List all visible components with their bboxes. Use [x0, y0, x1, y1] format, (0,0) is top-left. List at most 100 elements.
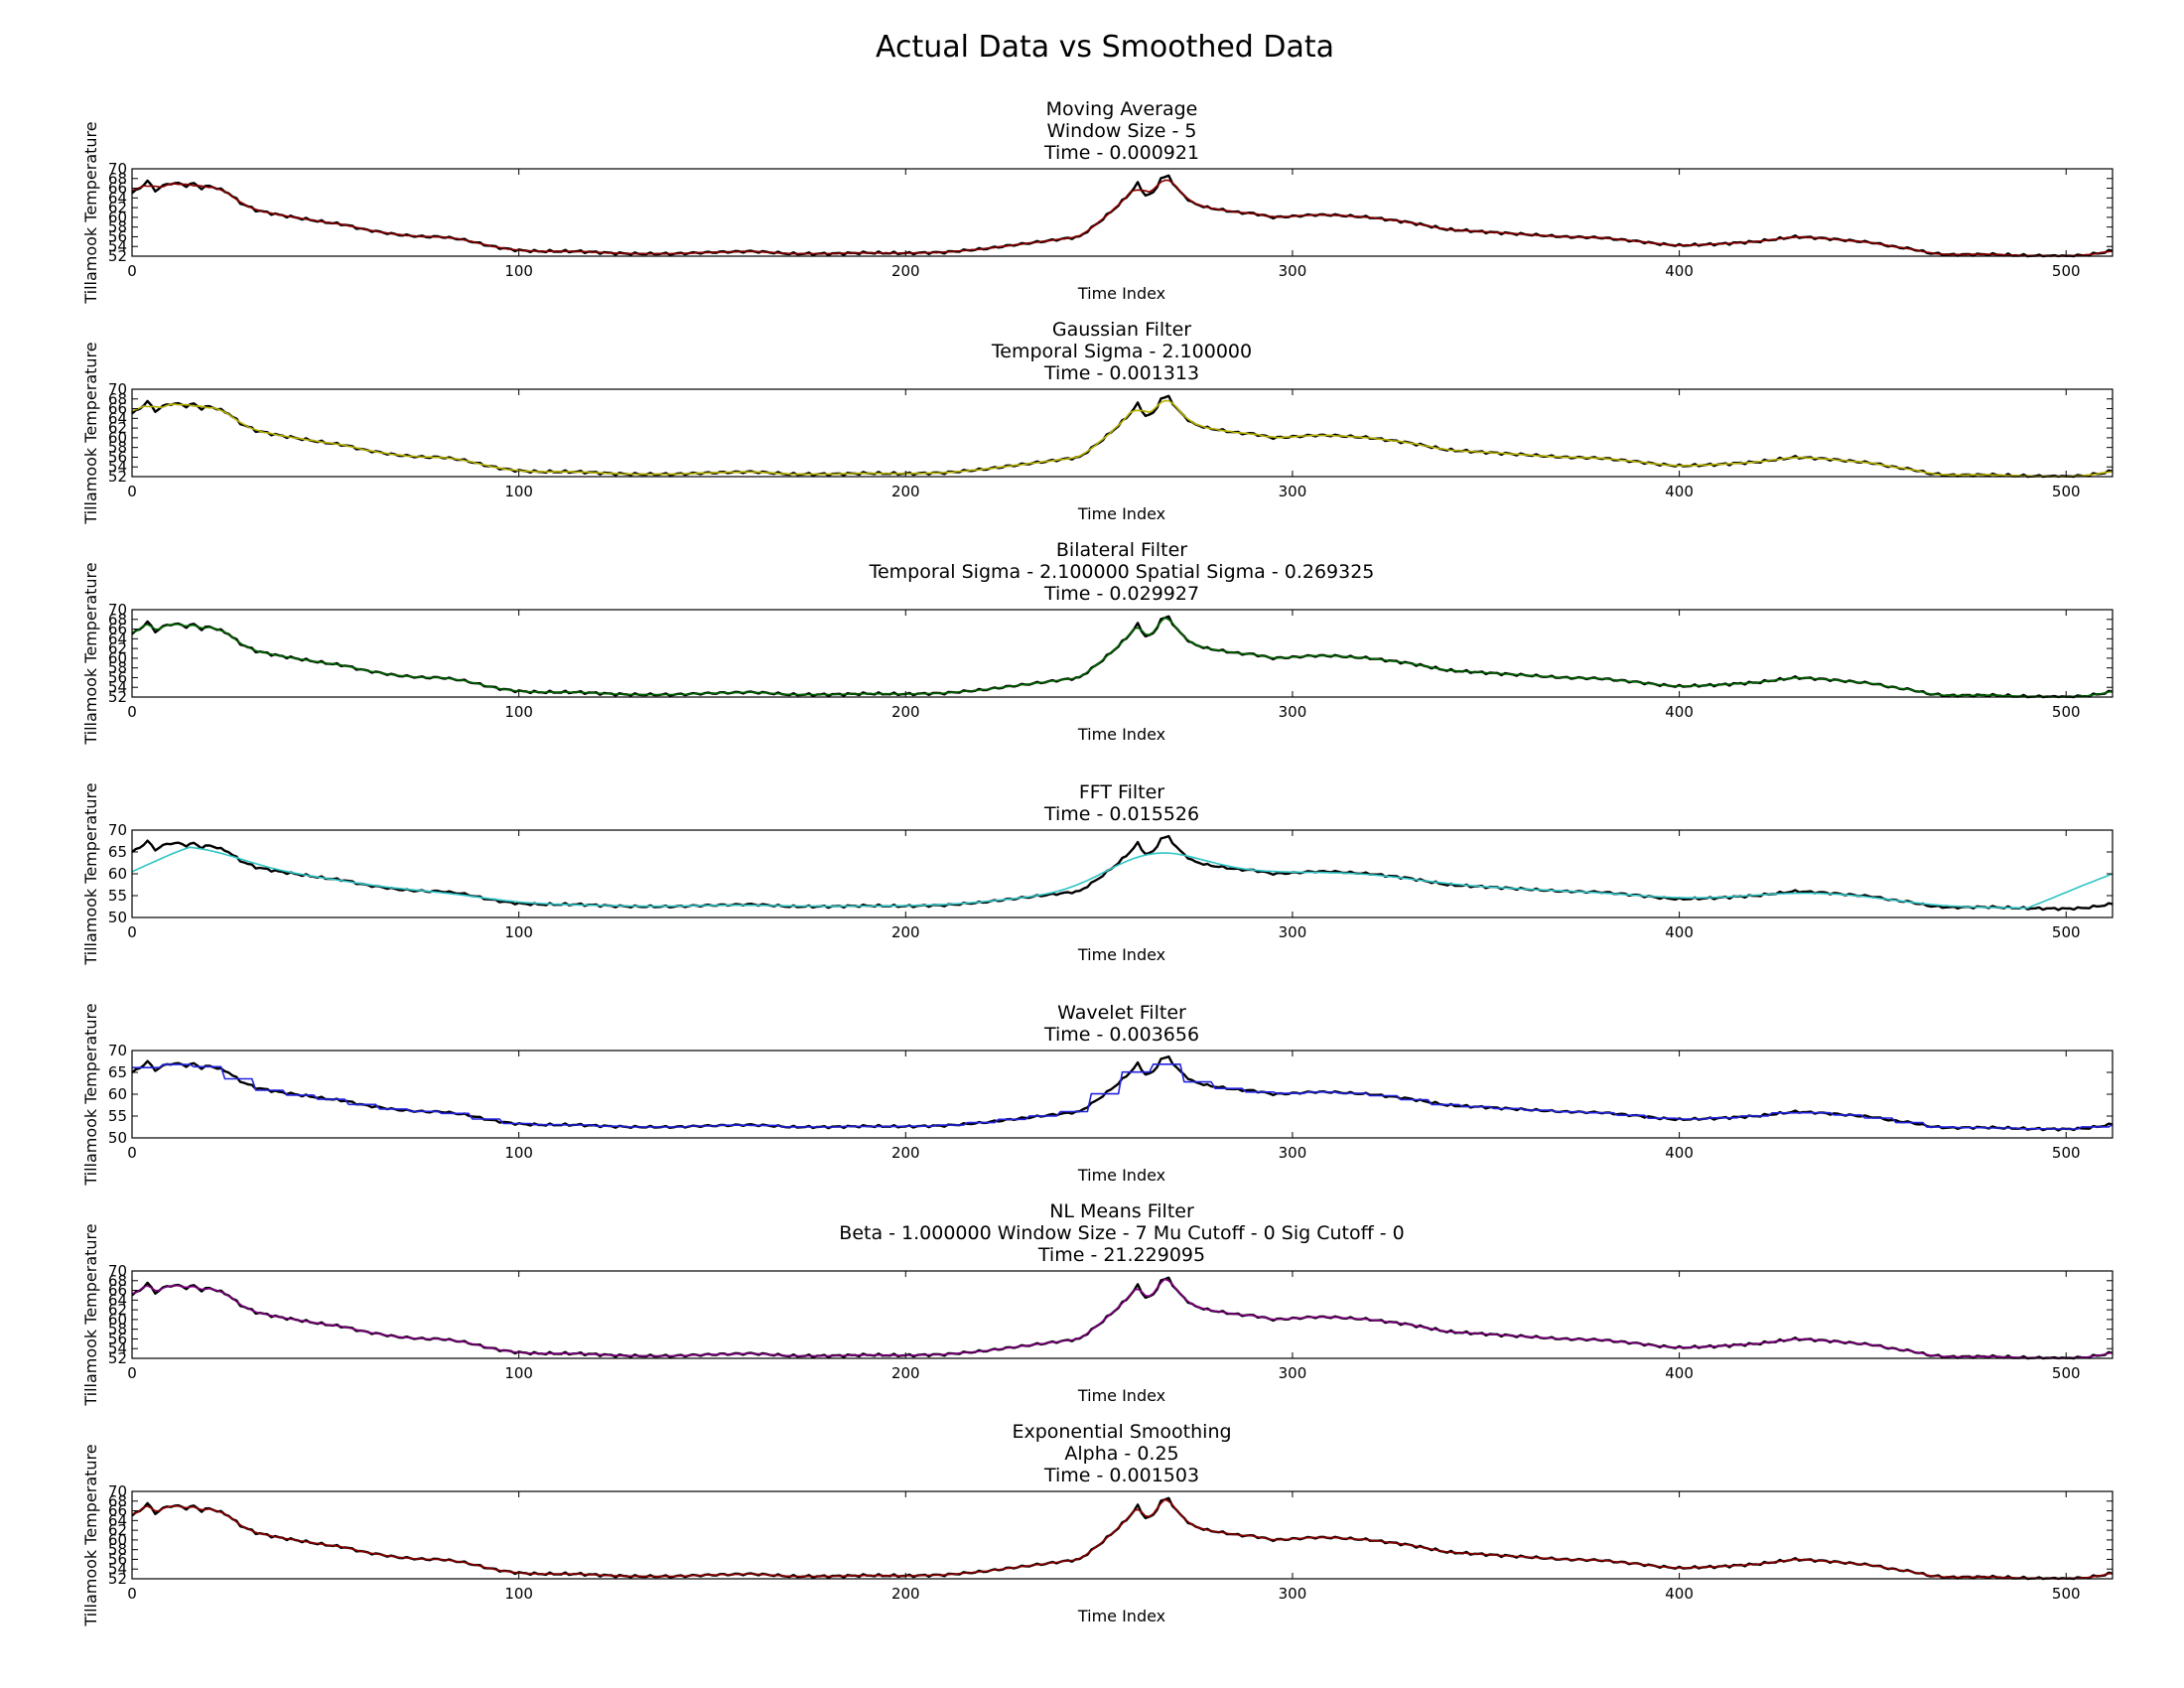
subplot-title-line: Time - 0.029927 — [1043, 583, 1199, 605]
x-tick-label: 300 — [1279, 483, 1307, 500]
x-tick-label: 500 — [2052, 703, 2081, 721]
y-axis-label: Tillamook Temperature — [81, 1003, 100, 1186]
y-tick-label: 70 — [108, 1042, 127, 1059]
x-tick-label: 400 — [1665, 483, 1694, 500]
x-tick-label: 300 — [1279, 262, 1307, 280]
axes-frame — [131, 388, 2114, 478]
x-tick-label: 100 — [504, 923, 533, 941]
y-tick-label: 62 — [108, 199, 127, 216]
y-tick-label: 64 — [108, 1511, 127, 1529]
y-tick-label: 66 — [108, 621, 127, 638]
y-tick-label: 66 — [108, 1502, 127, 1520]
subplot-title-line: Time - 0.003656 — [1043, 1024, 1199, 1046]
y-tick-label: 58 — [108, 1541, 127, 1559]
y-tick-label: 64 — [108, 409, 127, 427]
y-tick-label: 60 — [108, 1311, 127, 1329]
subplot-title-line: Time - 0.000921 — [1043, 142, 1199, 164]
y-tick-label: 62 — [108, 419, 127, 437]
y-tick-label: 68 — [108, 1272, 127, 1290]
x-tick-label: 200 — [891, 923, 920, 941]
subplot-title-line: Time - 0.015526 — [1043, 803, 1199, 825]
y-tick-label: 52 — [108, 1570, 127, 1588]
y-tick-label: 68 — [108, 390, 127, 408]
y-axis-label: Tillamook Temperature — [81, 562, 100, 745]
y-tick-label: 60 — [108, 429, 127, 447]
y-tick-label: 64 — [108, 630, 127, 647]
figure-title: Actual Data vs Smoothed Data — [876, 30, 1334, 65]
y-tick-label: 56 — [108, 668, 127, 686]
y-tick-label: 64 — [108, 1291, 127, 1309]
x-tick-label: 0 — [127, 1585, 137, 1603]
x-tick-label: 0 — [127, 703, 137, 721]
y-axis-label: Tillamook Temperature — [81, 1223, 100, 1406]
x-tick-label: 400 — [1665, 262, 1694, 280]
x-tick-label: 300 — [1279, 1144, 1307, 1162]
axes-frame — [131, 1270, 2114, 1359]
smoothed-data-line — [132, 1063, 2114, 1130]
x-tick-label: 100 — [504, 1144, 533, 1162]
smoothed-data-line — [131, 1278, 2114, 1359]
x-tick-label: 100 — [504, 483, 533, 500]
y-tick-label: 60 — [108, 1085, 127, 1103]
actual-data-line — [131, 615, 2114, 699]
subplot-title-line: FFT Filter — [1079, 781, 1164, 803]
smoothed-data-line — [131, 179, 2114, 257]
x-axis-label: Time Index — [1077, 284, 1165, 303]
x-axis-label: Time Index — [1077, 725, 1165, 744]
actual-data-line — [131, 1276, 2114, 1360]
x-tick-label: 400 — [1665, 703, 1694, 721]
x-tick-label: 0 — [127, 1144, 137, 1162]
y-axis-label: Tillamook Temperature — [81, 782, 100, 965]
y-tick-label: 68 — [108, 170, 127, 188]
y-tick-label: 58 — [108, 659, 127, 677]
x-tick-label: 500 — [2052, 483, 2081, 500]
y-tick-label: 52 — [108, 468, 127, 486]
x-tick-label: 300 — [1279, 923, 1307, 941]
y-tick-label: 62 — [108, 1301, 127, 1319]
y-axis-label: Tillamook Temperature — [81, 1444, 100, 1626]
y-tick-label: 55 — [108, 1107, 127, 1125]
x-axis-label: Time Index — [1077, 945, 1165, 964]
y-tick-label: 54 — [108, 237, 127, 255]
y-tick-label: 60 — [108, 865, 127, 883]
y-tick-label: 54 — [108, 458, 127, 476]
subplot-title-line: Time - 21.229095 — [1037, 1244, 1205, 1266]
y-tick-label: 58 — [108, 218, 127, 236]
x-tick-label: 0 — [127, 1364, 137, 1382]
x-tick-label: 200 — [891, 483, 920, 500]
y-tick-label: 56 — [108, 448, 127, 466]
y-tick-label: 56 — [108, 1330, 127, 1347]
subplot-title-line: Gaussian Filter — [1052, 319, 1191, 341]
y-tick-label: 70 — [108, 380, 127, 398]
x-tick-label: 200 — [891, 1585, 920, 1603]
y-tick-label: 52 — [108, 247, 127, 265]
x-tick-label: 100 — [504, 703, 533, 721]
y-tick-label: 70 — [108, 1262, 127, 1280]
y-tick-label: 58 — [108, 439, 127, 457]
x-tick-label: 400 — [1665, 923, 1694, 941]
y-tick-label: 62 — [108, 639, 127, 657]
actual-data-line — [131, 834, 2114, 912]
y-tick-label: 68 — [108, 1492, 127, 1510]
y-tick-label: 58 — [108, 1321, 127, 1338]
subplot-title-line: Time - 0.001313 — [1043, 362, 1199, 384]
y-axis-label: Tillamook Temperature — [81, 121, 100, 304]
subplot-title-line: Temporal Sigma - 2.100000 Spatial Sigma … — [869, 561, 1375, 583]
y-tick-label: 56 — [108, 1550, 127, 1568]
y-tick-label: 70 — [108, 601, 127, 619]
x-tick-label: 0 — [127, 483, 137, 500]
x-tick-label: 300 — [1279, 1585, 1307, 1603]
x-tick-label: 500 — [2052, 1144, 2081, 1162]
actual-data-line — [131, 394, 2114, 479]
y-tick-label: 64 — [108, 189, 127, 207]
x-axis-label: Time Index — [1077, 1386, 1165, 1405]
smoothed-data-line — [131, 617, 2114, 698]
x-tick-label: 200 — [891, 703, 920, 721]
x-tick-label: 400 — [1665, 1364, 1694, 1382]
